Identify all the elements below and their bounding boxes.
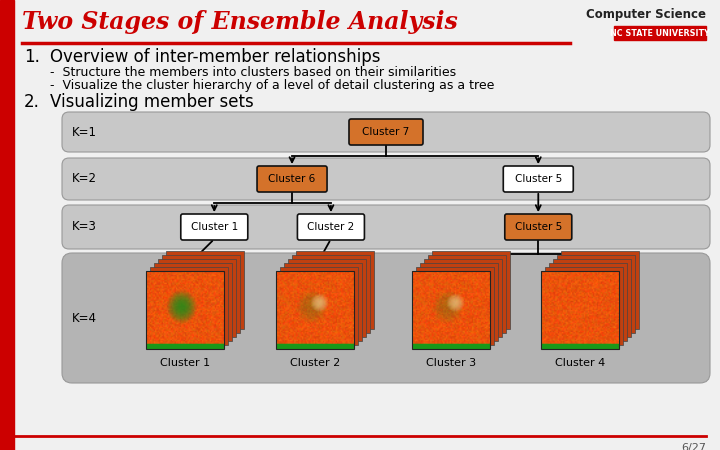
FancyBboxPatch shape: [62, 112, 710, 152]
Text: Cluster 5: Cluster 5: [515, 222, 562, 232]
FancyBboxPatch shape: [181, 214, 248, 240]
Text: Cluster 4: Cluster 4: [555, 358, 606, 368]
Text: Cluster 6: Cluster 6: [269, 174, 315, 184]
Text: Cluster 5: Cluster 5: [515, 174, 562, 184]
Text: Computer Science: Computer Science: [586, 8, 706, 21]
Bar: [276, 271, 354, 349]
Bar: [284, 263, 361, 341]
Bar: [546, 267, 624, 345]
Text: 6/27: 6/27: [681, 443, 706, 450]
Text: 1.: 1.: [24, 48, 40, 66]
Bar: [166, 251, 244, 329]
Text: 2.: 2.: [24, 93, 40, 111]
FancyBboxPatch shape: [62, 205, 710, 249]
Bar: [428, 255, 505, 333]
FancyBboxPatch shape: [505, 214, 572, 240]
Bar: [280, 267, 358, 345]
Text: K=4: K=4: [72, 311, 97, 324]
Bar: [158, 259, 236, 337]
Bar: [554, 259, 631, 337]
Text: Cluster 2: Cluster 2: [307, 222, 354, 232]
Bar: [549, 263, 627, 341]
Bar: [154, 263, 232, 341]
Bar: [416, 267, 494, 345]
Bar: [0, 0, 14, 450]
Text: Cluster 1: Cluster 1: [191, 222, 238, 232]
Bar: [292, 255, 370, 333]
FancyBboxPatch shape: [349, 119, 423, 145]
FancyBboxPatch shape: [62, 253, 710, 383]
Bar: [162, 255, 240, 333]
FancyBboxPatch shape: [297, 214, 364, 240]
Text: K=3: K=3: [72, 220, 97, 234]
Bar: [150, 267, 228, 345]
Bar: [614, 26, 706, 40]
Bar: [432, 251, 510, 329]
Bar: [146, 271, 224, 349]
Bar: [412, 271, 490, 349]
FancyBboxPatch shape: [257, 166, 327, 192]
FancyBboxPatch shape: [503, 166, 573, 192]
Text: -  Visualize the cluster hierarchy of a level of detail clustering as a tree: - Visualize the cluster hierarchy of a l…: [50, 79, 495, 92]
Bar: [541, 271, 619, 349]
Text: -  Structure the members into clusters based on their similarities: - Structure the members into clusters ba…: [50, 66, 456, 79]
Text: K=1: K=1: [72, 126, 97, 139]
Text: Visualizing member sets: Visualizing member sets: [50, 93, 253, 111]
Text: Two Stages of Ensemble Analysis: Two Stages of Ensemble Analysis: [22, 10, 458, 34]
Bar: [420, 263, 498, 341]
FancyBboxPatch shape: [62, 158, 710, 200]
Text: K=2: K=2: [72, 172, 97, 185]
Text: NC STATE UNIVERSITY: NC STATE UNIVERSITY: [610, 28, 710, 37]
Text: Cluster 1: Cluster 1: [160, 358, 210, 368]
Text: Overview of inter-member relationships: Overview of inter-member relationships: [50, 48, 380, 66]
Bar: [562, 251, 639, 329]
Text: Cluster 7: Cluster 7: [362, 127, 410, 137]
Bar: [288, 259, 366, 337]
Text: Cluster 2: Cluster 2: [289, 358, 340, 368]
Bar: [424, 259, 502, 337]
Bar: [557, 255, 635, 333]
Bar: [296, 251, 374, 329]
Text: Cluster 3: Cluster 3: [426, 358, 476, 368]
